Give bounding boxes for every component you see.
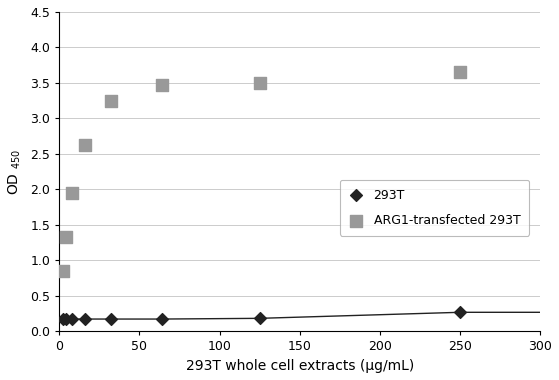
293T [255,315,264,321]
ARG1-transfected 293T [456,69,465,75]
293T [106,316,115,322]
293T [58,316,67,322]
ARG1-transfected 293T [58,268,67,274]
293T [158,316,167,322]
ARG1-transfected 293T [255,80,264,86]
293T [456,309,465,315]
293T [68,316,77,322]
ARG1-transfected 293T [80,142,89,149]
ARG1-transfected 293T [106,98,115,104]
ARG1-transfected 293T [61,234,70,240]
ARG1-transfected 293T [158,82,167,88]
293T [80,316,89,322]
ARG1-transfected 293T [68,190,77,196]
X-axis label: 293T whole cell extracts (μg/mL): 293T whole cell extracts (μg/mL) [186,359,414,373]
Y-axis label: OD $_{450}$: OD $_{450}$ [7,149,23,195]
293T [61,316,70,322]
Legend: 293T, ARG1-transfected 293T: 293T, ARG1-transfected 293T [340,180,529,236]
